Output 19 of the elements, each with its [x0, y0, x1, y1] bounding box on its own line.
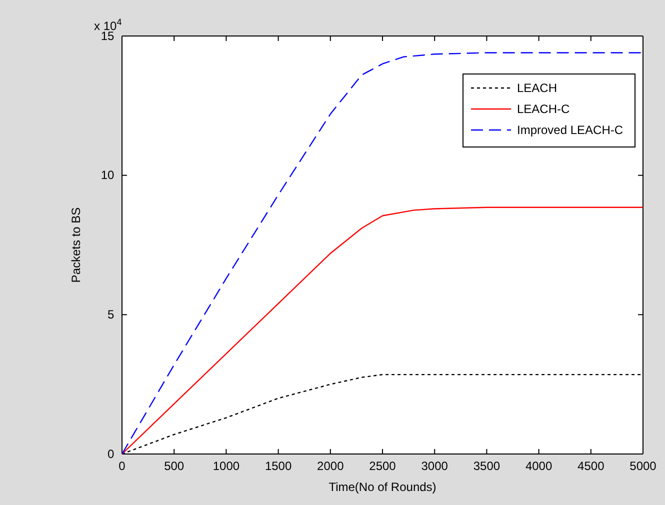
y-tick-label: 0 [108, 446, 115, 461]
x-tick-label: 2500 [369, 459, 396, 474]
y-axis-title: Packets to BS [69, 207, 83, 283]
x-axis-title: Time(No of Rounds) [328, 480, 436, 494]
legend-label: Improved LEACH-C [517, 123, 624, 137]
x-tick-label: 5000 [630, 459, 657, 474]
x-tick-label: 2000 [317, 459, 344, 474]
x-tick-label: 0 [118, 459, 126, 474]
x-tick-label: 500 [164, 459, 184, 474]
x-tick-label: 1500 [264, 459, 292, 474]
x-tick-label: 4500 [578, 459, 605, 474]
y-tick-label: 5 [108, 308, 115, 322]
x-tick-label: 1000 [212, 459, 240, 474]
x-tick-label: 3000 [421, 459, 448, 474]
legend-label: LEACH-C [517, 102, 570, 116]
x-tick-label: 3500 [473, 459, 500, 474]
y-tick-label: 10 [100, 168, 115, 182]
x-tick-label: 4000 [525, 459, 552, 474]
legend-label: LEACH [517, 81, 558, 95]
